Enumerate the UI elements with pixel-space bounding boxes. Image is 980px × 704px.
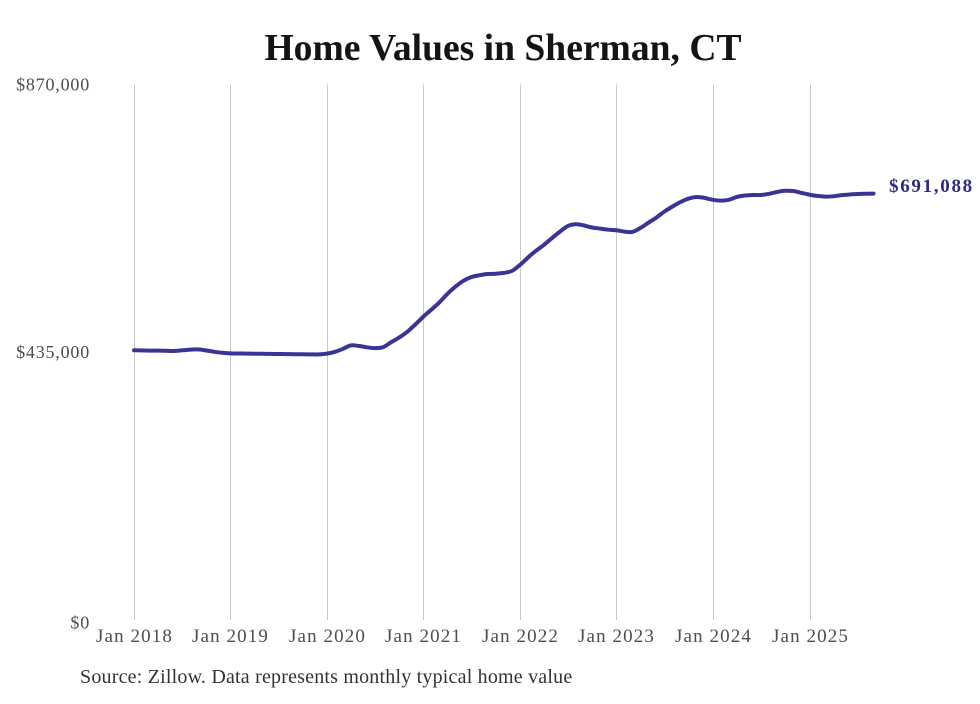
svg-text:Jan 2019: Jan 2019: [192, 626, 269, 647]
svg-text:Source: Zillow. Data represent: Source: Zillow. Data represents monthly …: [80, 666, 572, 688]
svg-text:Jan 2018: Jan 2018: [96, 626, 173, 647]
svg-text:Jan 2021: Jan 2021: [385, 626, 462, 647]
svg-text:Jan 2023: Jan 2023: [578, 626, 655, 647]
svg-text:Jan 2025: Jan 2025: [772, 626, 849, 647]
svg-text:Jan 2024: Jan 2024: [675, 626, 752, 647]
svg-text:$691,088: $691,088: [889, 176, 974, 197]
svg-text:$0: $0: [70, 613, 90, 633]
svg-text:Home Values in Sherman, CT: Home Values in Sherman, CT: [264, 28, 741, 69]
svg-text:Jan 2020: Jan 2020: [289, 626, 366, 647]
svg-text:$435,000: $435,000: [16, 342, 90, 362]
svg-text:$870,000: $870,000: [16, 74, 90, 94]
svg-text:Jan 2022: Jan 2022: [482, 626, 559, 647]
